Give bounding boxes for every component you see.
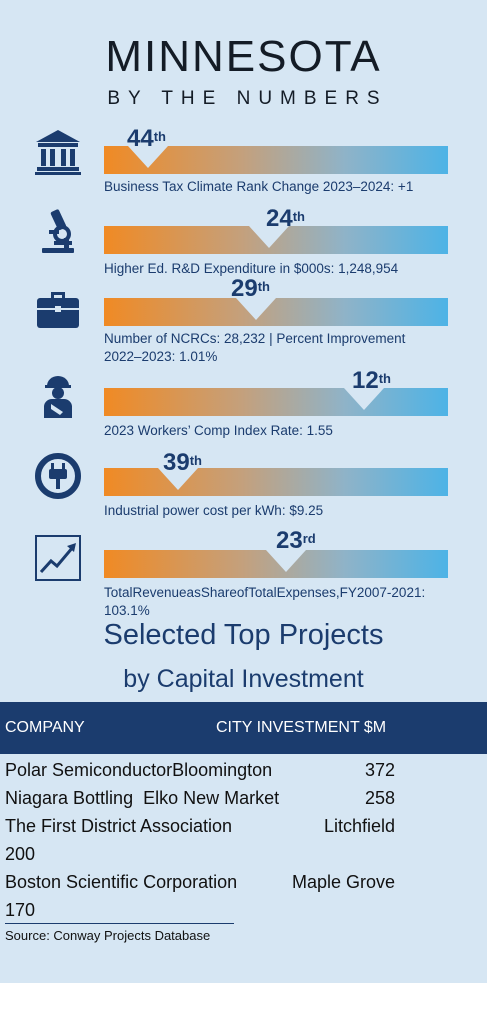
stat-label-line-2: 2022–2023: 1.01%	[104, 349, 218, 364]
rank-value: 24th	[266, 205, 305, 232]
table-row: Polar SemiconductorBloomington 372	[5, 756, 400, 784]
projects-table: Polar SemiconductorBloomington 372 Niaga…	[5, 756, 400, 924]
stat-label-line-2: 103.1%	[104, 603, 150, 618]
table-row: Boston Scientific Corporation Maple Grov…	[5, 868, 400, 896]
investment-cell: 170	[5, 900, 36, 920]
column-company: COMPANY	[5, 719, 85, 736]
source-note: Source: Conway Projects Database	[5, 928, 211, 943]
rank-value: 12th	[352, 367, 391, 394]
rank-marker	[249, 226, 289, 248]
table-row: Niagara Bottling Elko New Market 258	[5, 784, 400, 812]
microscope-icon	[42, 209, 74, 253]
rank-bar	[104, 146, 448, 174]
bank-building-icon	[35, 130, 81, 175]
rank-value: 44th	[127, 125, 166, 152]
investment-cell: 258	[364, 788, 395, 808]
investment-cell: 200	[5, 844, 36, 864]
stat-label-line-1: Number of NCRCs: 28,232 | Percent Improv…	[104, 331, 406, 346]
rank-bar	[104, 226, 448, 254]
city-cell: Elko New Market	[143, 788, 280, 808]
column-city-investment: CITY INVESTMENT $M	[216, 719, 387, 736]
city-cell: Bloomington	[172, 760, 273, 780]
page-title: MINNESOTA	[105, 32, 382, 81]
company-cell: Polar Semiconductor	[5, 760, 173, 780]
rising-chart-icon	[35, 535, 81, 581]
company-cell: Boston Scientific Corporation	[5, 872, 238, 892]
table-row: The First District Association Litchfiel…	[5, 812, 400, 840]
page-subtitle: BY THE NUMBERS	[107, 88, 388, 109]
table-row-wrap: 170	[5, 896, 400, 924]
power-plug-icon	[35, 453, 81, 499]
rank-marker	[266, 550, 306, 572]
rank-bar	[104, 550, 448, 578]
stat-label-line-1: TotalRevenueasShareofTotalExpenses,FY200…	[104, 585, 426, 600]
projects-table-header: COMPANY CITY INVESTMENT $M	[0, 702, 487, 754]
stat-label: TotalRevenueasShareofTotalExpenses,FY200…	[104, 584, 464, 620]
stat-label: Number of NCRCs: 28,232 | Percent Improv…	[104, 330, 464, 366]
company-cell: Niagara Bottling	[5, 788, 134, 808]
rank-marker	[236, 298, 276, 320]
projects-title: Selected Top Projects	[103, 619, 384, 651]
briefcase-icon	[37, 292, 79, 328]
rank-bar	[104, 298, 448, 326]
stat-label: Higher Ed. R&D Expenditure in $000s: 1,2…	[104, 261, 399, 276]
rank-marker	[344, 388, 384, 410]
company-cell: The First District Association	[5, 816, 233, 836]
source-divider	[5, 923, 234, 924]
investment-cell: 372	[364, 760, 395, 780]
injured-worker-icon	[44, 376, 72, 418]
projects-subtitle: by Capital Investment	[123, 665, 364, 693]
stat-label: 2023 Workers’ Comp Index Rate: 1.55	[104, 423, 333, 438]
rank-value: 23rd	[276, 527, 316, 554]
rank-bar	[104, 468, 448, 496]
rank-marker	[128, 146, 168, 168]
rank-value: 29th	[231, 275, 270, 302]
stat-label: Business Tax Climate Rank Change 2023–20…	[104, 179, 414, 194]
stat-label: Industrial power cost per kWh: $9.25	[104, 503, 324, 518]
table-row-wrap: 200	[5, 840, 400, 868]
city-cell: Maple Grove	[291, 872, 395, 892]
rank-bar	[104, 388, 448, 416]
rank-value: 39th	[163, 449, 202, 476]
rank-marker	[158, 468, 198, 490]
city-cell: Litchfield	[323, 816, 395, 836]
